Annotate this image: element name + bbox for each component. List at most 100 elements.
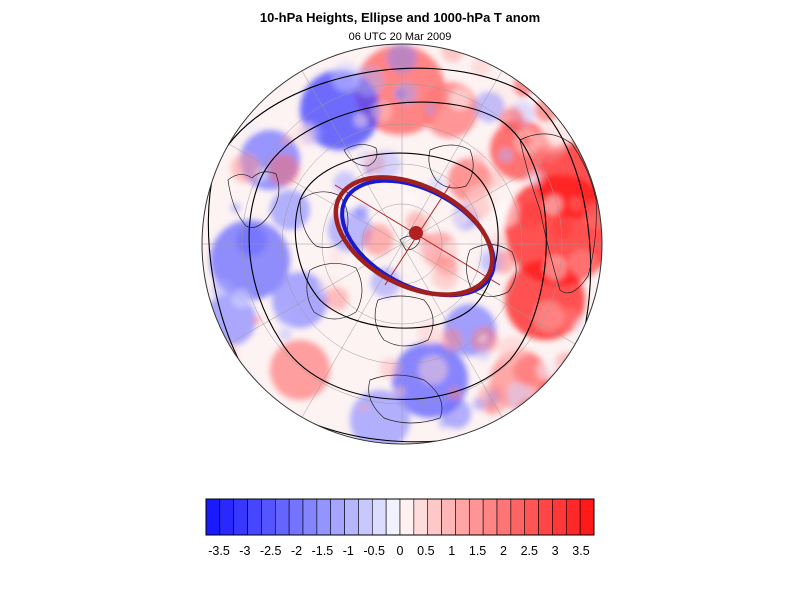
anomaly-speckle: [232, 84, 241, 93]
anomaly-speckle: [202, 93, 210, 102]
colorbar-bin: [455, 498, 470, 536]
colorbar-bin: [399, 498, 415, 536]
colorbar-tick-label: -0.5: [363, 544, 385, 558]
globe-outline: [201, 43, 603, 445]
colorbar-bin: [468, 498, 484, 536]
anomaly-speckle: [236, 225, 267, 256]
anomaly-speckle: [324, 286, 349, 311]
anomaly-speckle: [228, 44, 242, 53]
colorbar-bin: [565, 498, 581, 536]
anomaly-speckle: [557, 400, 574, 417]
anomaly-speckle: [569, 385, 584, 401]
anomaly-speckle: [572, 44, 595, 67]
anomaly-speckle: [333, 171, 357, 195]
anomaly-speckle: [356, 149, 375, 168]
anomaly-speckle: [425, 104, 436, 116]
colorbar-bin: [510, 498, 526, 536]
colorbar-bin: [385, 498, 401, 536]
anomaly-speckle: [354, 113, 368, 127]
globe: [202, 44, 602, 444]
anomaly-speckle: [431, 262, 459, 290]
colorbar-bin: [233, 498, 248, 536]
anomaly-speckle: [574, 60, 590, 75]
anomaly-speckle: [448, 387, 462, 401]
anomaly-speckle: [418, 239, 436, 257]
anomaly-speckle: [267, 420, 292, 444]
anomaly-speckle: [417, 322, 441, 346]
colorbar: [205, 498, 595, 536]
colorbar-bin: [205, 498, 221, 536]
colorbar-bin: [538, 498, 553, 536]
cold-anomaly-patch: [328, 208, 372, 252]
anomaly-speckle: [329, 250, 344, 265]
anomaly-speckle: [257, 57, 275, 75]
anomaly-speckle: [211, 279, 234, 302]
anomaly-speckle: [472, 397, 486, 411]
anomaly-speckle: [513, 354, 545, 386]
anomaly-speckle: [470, 151, 486, 168]
anomaly-speckle: [513, 217, 542, 246]
anomaly-speckle: [395, 88, 406, 99]
anomaly-speckle: [205, 101, 232, 128]
anomaly-speckle: [588, 118, 602, 137]
colorbar-bin: [496, 498, 512, 536]
meridian-line: [401, 70, 503, 245]
colorbar-bin: [524, 498, 539, 536]
colorbar-tick-label: 3.5: [572, 544, 590, 558]
anomaly-speckle: [574, 354, 597, 377]
colorbar-tick-label: 0.5: [417, 544, 435, 558]
anomaly-speckle: [202, 406, 212, 420]
colorbar-tick-label: -3.5: [208, 544, 230, 558]
anomaly-speckle: [441, 44, 464, 63]
anomaly-speckle: [231, 289, 251, 309]
colorbar-bin: [247, 498, 262, 536]
colorbar-tick-label: -2: [291, 544, 303, 558]
anomaly-speckle: [252, 315, 262, 325]
anomaly-speckle: [555, 58, 573, 76]
anomaly-speckle: [486, 169, 505, 189]
anomaly-speckle: [466, 184, 498, 216]
colorbar-bin: [441, 498, 456, 536]
anomaly-speckle: [477, 333, 488, 344]
meridian-line: [401, 243, 576, 345]
anomaly-speckle: [355, 204, 369, 219]
colorbar-bin: [358, 498, 373, 536]
colorbar-frame: [205, 498, 595, 536]
meridian-line: [228, 143, 403, 245]
anomaly-speckle: [438, 417, 450, 429]
coastlines: [227, 133, 597, 424]
colorbar-tick-label: 0: [396, 544, 404, 558]
colorbar-bin: [274, 498, 290, 536]
anomaly-speckle: [230, 202, 241, 213]
anomaly-speckle: [394, 386, 405, 398]
colorbar-bin: [344, 498, 359, 536]
anomaly-speckle: [246, 119, 260, 133]
anomaly-speckle: [592, 127, 602, 139]
anomaly-speckle: [394, 82, 418, 106]
anomaly-speckle: [402, 191, 417, 206]
anomaly-speckle: [373, 186, 400, 213]
anomaly-speckle: [485, 401, 499, 415]
anomaly-speckle: [473, 91, 505, 123]
anomaly-speckle: [540, 144, 560, 163]
anomaly-speckle: [497, 336, 527, 365]
colorbar-bin: [330, 498, 345, 536]
anomaly-speckle: [240, 51, 269, 80]
anomaly-speckle: [573, 319, 585, 331]
colorbar-bin: [316, 498, 332, 536]
colorbar-bin: [427, 498, 442, 536]
anomaly-speckle: [584, 200, 602, 228]
anomaly-speckle: [379, 358, 400, 379]
colorbar-tick-label: -3: [239, 544, 251, 558]
anomaly-speckle: [275, 305, 295, 325]
colorbar-bin: [261, 498, 276, 536]
colorbar-tick-label: 3: [551, 544, 559, 558]
anomaly-speckle: [534, 98, 559, 123]
anomaly-speckle: [230, 153, 261, 183]
anomaly-speckle: [371, 149, 401, 180]
anomaly-speckle: [217, 133, 227, 143]
meridian-line: [401, 243, 503, 418]
fitted-ellipse-red: [333, 175, 495, 297]
colorbar-bin: [302, 498, 318, 536]
